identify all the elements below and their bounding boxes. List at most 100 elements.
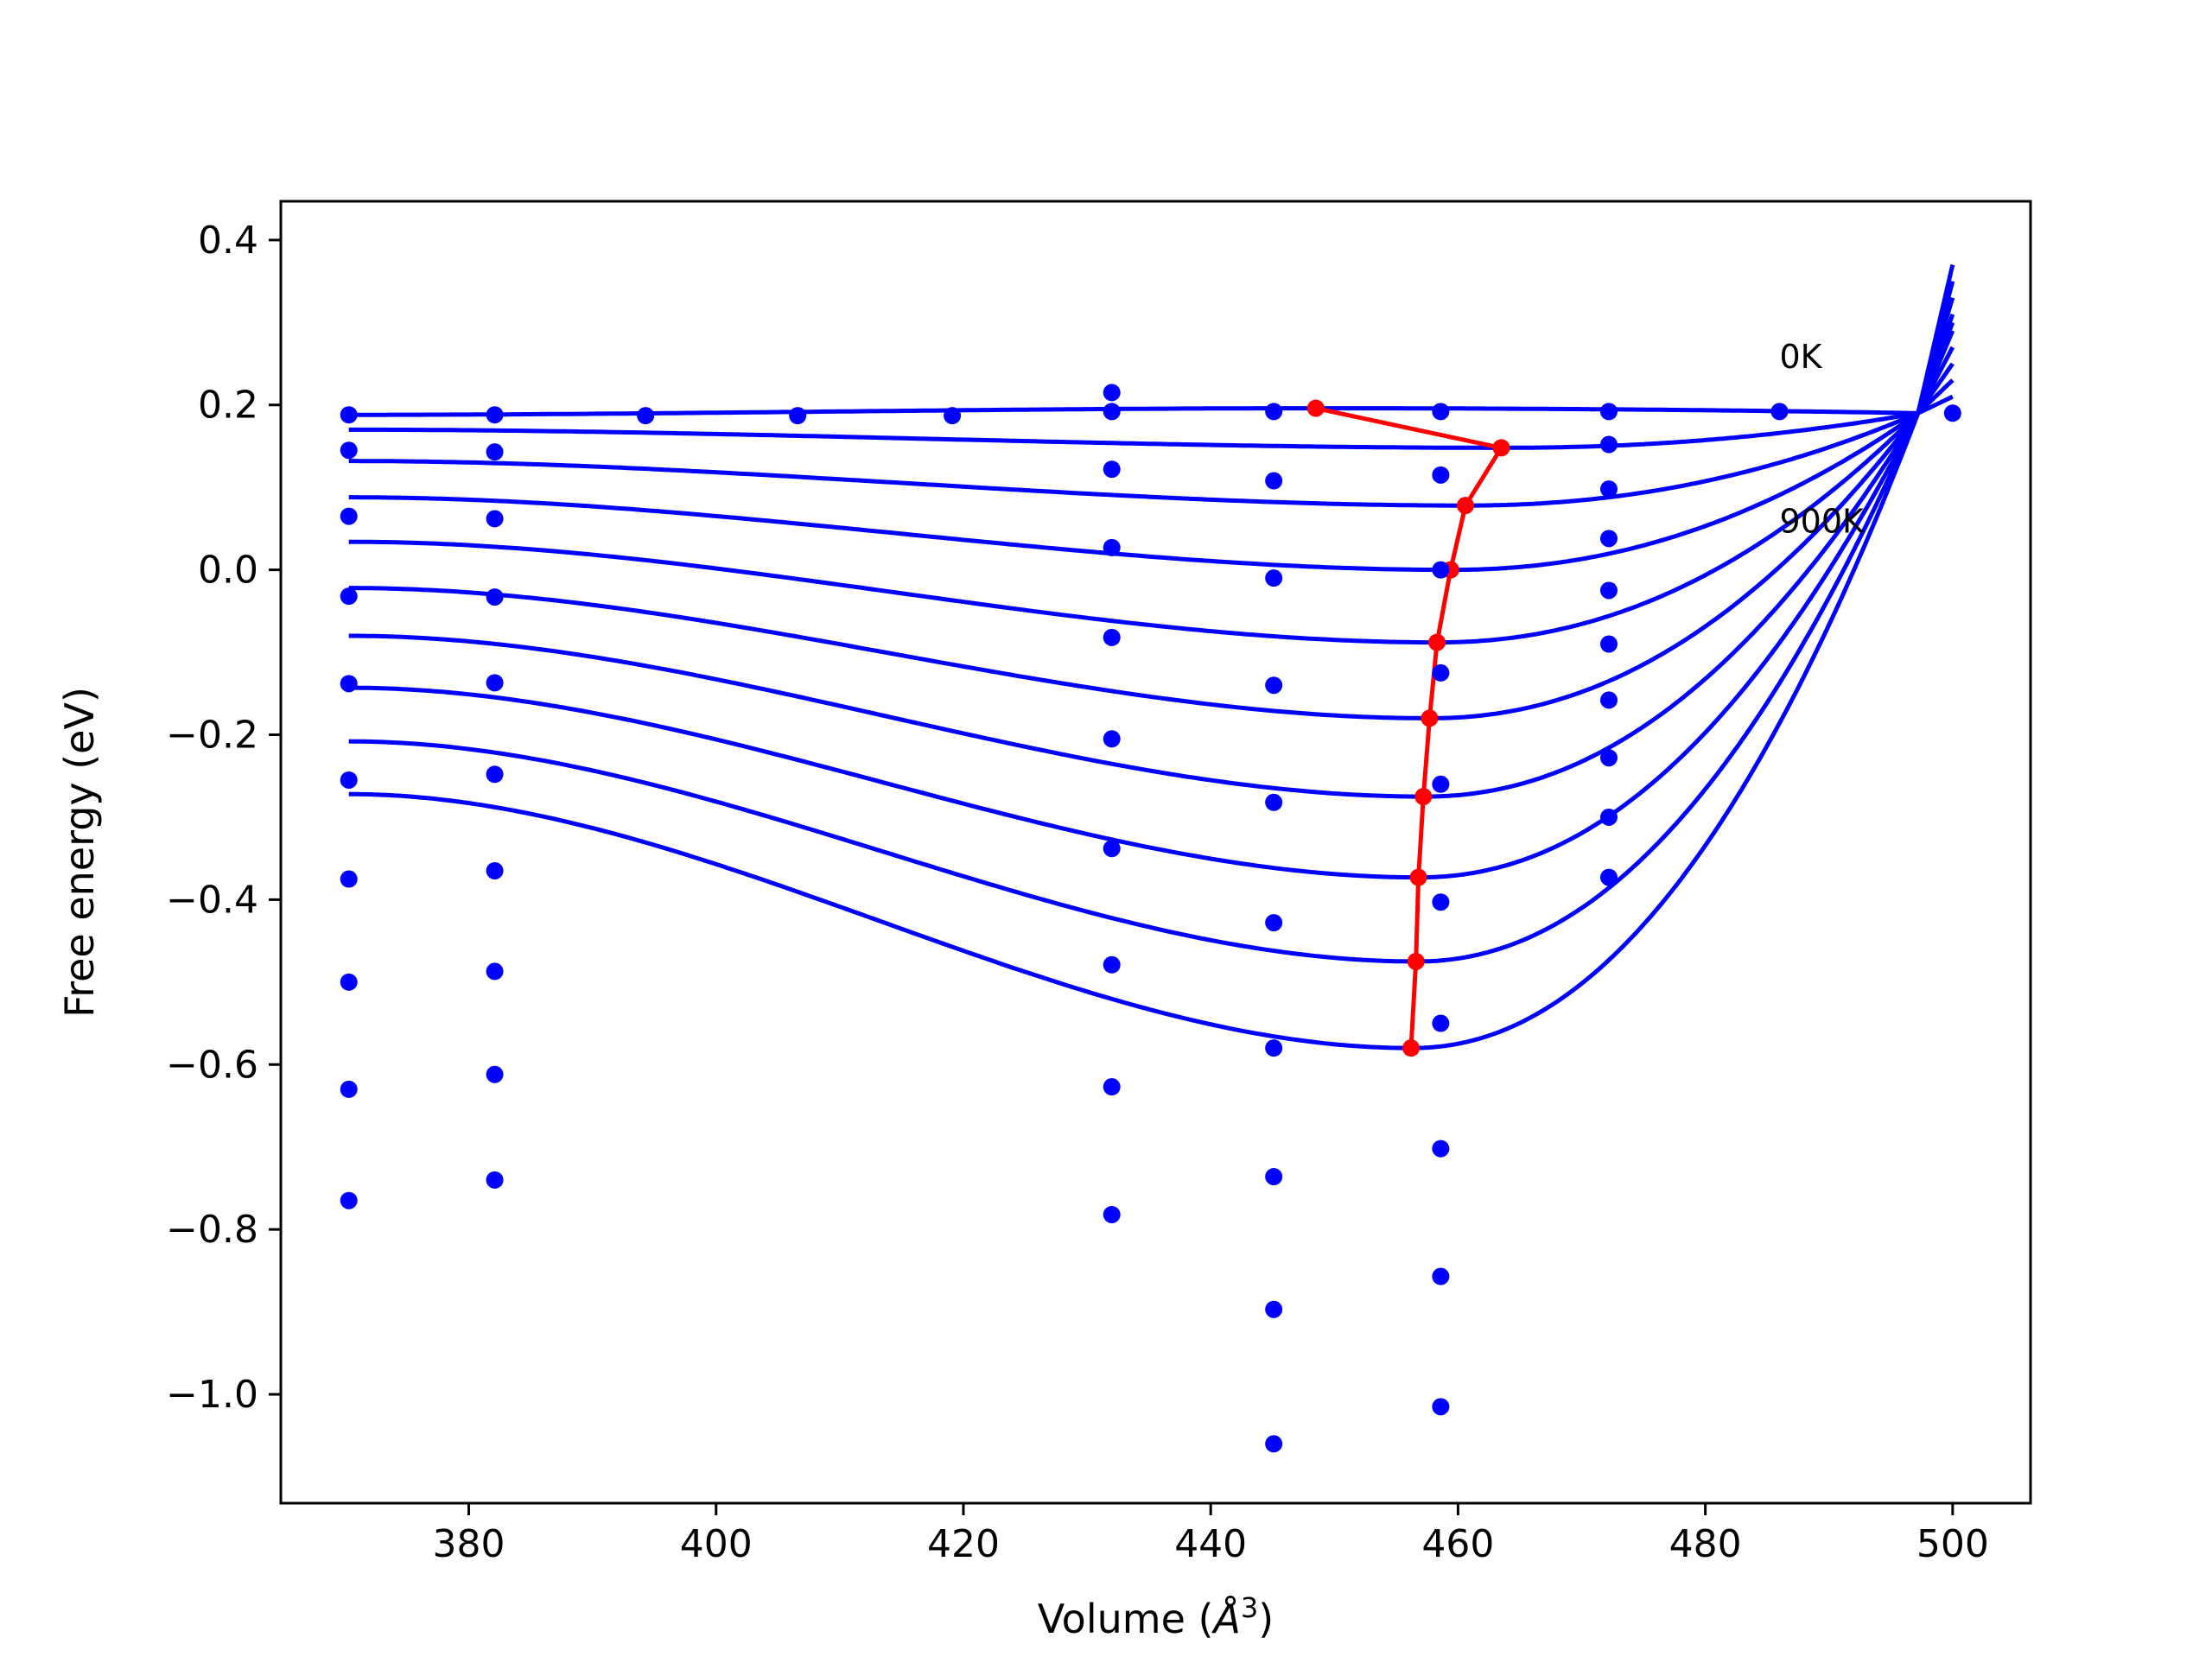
minima-point	[1414, 788, 1433, 806]
temperature-label: 0K	[1779, 338, 1822, 376]
fit-curve	[348, 296, 1955, 880]
data-point	[1599, 868, 1618, 886]
minima-line	[1306, 399, 1510, 1057]
x-axis-title-exponent: 3	[1241, 1591, 1258, 1624]
minima-point	[1306, 399, 1325, 417]
data-point	[1599, 530, 1618, 548]
data-points	[340, 384, 1961, 1453]
data-point	[1265, 676, 1283, 695]
data-point	[1265, 1435, 1283, 1453]
minima-path	[1315, 406, 1505, 1049]
data-point	[340, 507, 358, 525]
data-point	[1103, 840, 1121, 858]
data-point	[486, 406, 504, 424]
data-point	[1432, 403, 1450, 421]
data-point	[1599, 635, 1618, 653]
data-point	[1599, 808, 1618, 826]
x-axis-title-suffix: )	[1258, 1596, 1274, 1642]
data-point	[486, 765, 504, 784]
data-point	[1265, 793, 1283, 811]
data-point	[1103, 384, 1121, 402]
fit-curve	[348, 362, 1955, 508]
data-point	[340, 675, 358, 693]
data-point	[1103, 460, 1121, 479]
axis-ticks: 380 400 420 440 460 480 500 0.4 0.2 0.0 −0.2 −0.4 −0…	[166, 219, 1989, 1566]
data-point	[1103, 1205, 1121, 1223]
data-point	[486, 1065, 504, 1083]
data-point	[340, 441, 358, 460]
data-point	[340, 1191, 358, 1209]
data-point	[944, 407, 962, 425]
data-point	[1432, 775, 1450, 793]
minima-point	[1492, 439, 1510, 457]
x-tick-label: 460	[1421, 1522, 1494, 1566]
data-point	[1599, 691, 1618, 709]
data-point	[486, 510, 504, 528]
data-point	[486, 962, 504, 981]
data-point	[637, 407, 655, 425]
data-point	[486, 443, 504, 461]
data-point	[1103, 628, 1121, 646]
y-tick-label: −0.6	[166, 1043, 258, 1087]
data-point	[1943, 404, 1961, 422]
minima-point	[1407, 952, 1425, 970]
data-point	[789, 407, 807, 425]
fit-curve	[348, 263, 1955, 1050]
data-point	[1265, 1039, 1283, 1057]
data-point	[1432, 561, 1450, 579]
fit-curve	[348, 313, 1955, 799]
temperature-label: 900K	[1779, 503, 1865, 541]
y-tick-label: 0.0	[198, 549, 258, 593]
minima-point	[1428, 633, 1446, 651]
fit-curve	[348, 346, 1955, 573]
data-point	[1599, 403, 1618, 421]
data-point	[1265, 1300, 1283, 1318]
data-point	[1432, 1398, 1450, 1416]
data-point	[486, 861, 504, 879]
fit-curve	[348, 378, 1955, 450]
y-axis-title: Free energy (eV)	[56, 687, 103, 1018]
x-tick-label: 480	[1669, 1522, 1742, 1566]
data-point	[486, 674, 504, 692]
annotations: 0K 900K	[1779, 338, 1865, 541]
data-point	[340, 587, 358, 606]
data-point	[340, 973, 358, 991]
data-point	[1265, 1168, 1283, 1186]
data-point	[1103, 403, 1121, 421]
data-point	[1770, 403, 1789, 421]
fit-curve	[348, 321, 1955, 720]
x-axis-title-text: Volume (	[1038, 1596, 1214, 1642]
minima-point	[1421, 709, 1439, 727]
x-tick-label: 500	[1916, 1522, 1989, 1566]
y-tick-label: −0.2	[166, 713, 258, 757]
fit-curves	[348, 263, 1955, 1050]
minima-point	[1456, 497, 1474, 515]
data-point	[1599, 480, 1618, 498]
data-point	[1103, 955, 1121, 974]
y-tick-label: 0.2	[198, 384, 258, 428]
data-point	[1265, 472, 1283, 490]
fit-curve	[348, 280, 1955, 964]
y-tick-label: −0.8	[166, 1208, 258, 1252]
y-tick-label: −1.0	[166, 1373, 258, 1417]
x-tick-label: 400	[680, 1522, 753, 1566]
data-point	[1103, 1078, 1121, 1096]
x-tick-label: 380	[433, 1522, 505, 1566]
data-point	[1432, 663, 1450, 682]
data-point	[486, 1171, 504, 1189]
minima-point	[1402, 1039, 1421, 1057]
data-point	[1103, 538, 1121, 556]
data-point	[1432, 1139, 1450, 1158]
x-tick-label: 440	[1174, 1522, 1247, 1566]
minima-point	[1409, 868, 1427, 886]
x-axis-title-symbol: Å	[1211, 1596, 1240, 1642]
data-point	[1432, 1014, 1450, 1032]
x-tick-label: 420	[927, 1522, 1000, 1566]
data-point	[1432, 1267, 1450, 1285]
data-point	[340, 1080, 358, 1098]
data-point	[1103, 730, 1121, 748]
data-point	[1265, 403, 1283, 421]
